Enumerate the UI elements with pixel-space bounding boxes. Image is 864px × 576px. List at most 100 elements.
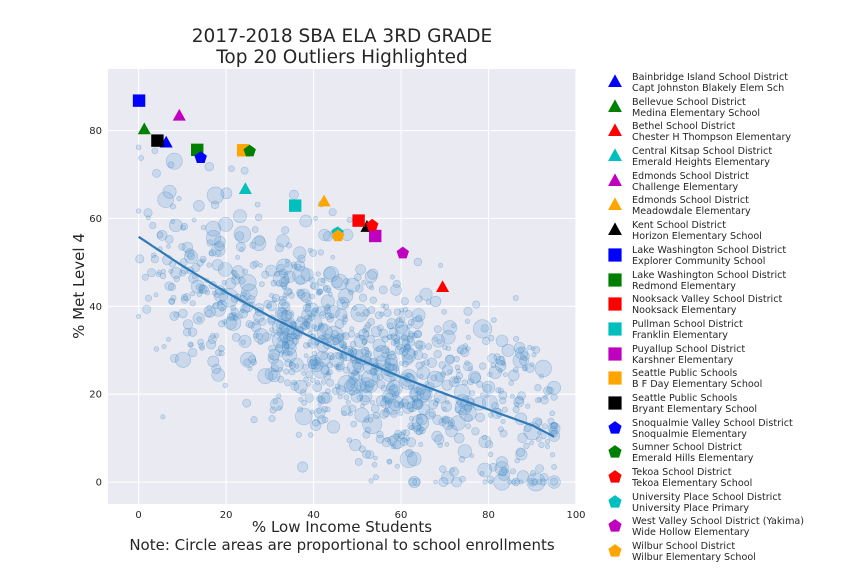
school-bubble <box>268 348 280 361</box>
school-bubble <box>457 344 468 355</box>
school-bubble <box>288 368 296 376</box>
school-bubble <box>240 308 245 314</box>
school-bubble <box>352 305 358 311</box>
school-bubble <box>242 398 252 408</box>
school-bubble <box>266 301 277 312</box>
school-bubble <box>249 241 257 249</box>
school-bubble <box>355 284 364 293</box>
school-bubble <box>314 407 326 419</box>
legend: Bainbridge Island School District Capt Jo… <box>606 70 862 564</box>
legend-marker-shape <box>608 74 622 87</box>
school-bubble <box>380 384 388 392</box>
school-bubble <box>285 242 292 249</box>
legend-marker-shape <box>608 544 622 557</box>
school-bubble <box>330 329 339 338</box>
pentagon-marker-icon <box>608 519 622 532</box>
school-bubble <box>165 152 183 170</box>
school-bubble <box>487 412 494 418</box>
school-bubble <box>528 477 537 487</box>
outlier-marker <box>243 144 256 157</box>
legend-school: Chester H Thompson Elementary <box>632 132 792 144</box>
school-bubble <box>282 285 288 291</box>
triangle-marker-icon <box>608 197 622 211</box>
school-bubble <box>326 315 334 323</box>
school-bubble <box>512 353 527 368</box>
school-bubble <box>240 290 251 302</box>
legend-marker-shape <box>608 346 622 361</box>
school-bubble <box>442 320 458 335</box>
school-bubble <box>462 408 468 414</box>
school-bubble <box>430 374 438 382</box>
school-bubble <box>472 300 481 309</box>
school-bubble <box>188 347 198 358</box>
school-bubble <box>331 386 340 395</box>
school-bubble <box>493 473 511 491</box>
school-bubble <box>511 477 521 487</box>
school-bubble <box>433 325 442 334</box>
school-bubble <box>453 432 465 444</box>
school-bubble <box>361 339 368 345</box>
school-bubble <box>516 470 530 483</box>
school-bubble <box>169 311 179 321</box>
school-bubble <box>238 334 252 348</box>
school-bubble <box>442 406 447 412</box>
legend-label: Pullman School District Franklin Elementa… <box>632 319 743 341</box>
school-bubble <box>381 335 389 343</box>
school-bubble <box>169 218 183 233</box>
legend-label: Kent School District Horizon Elementary S… <box>632 220 762 242</box>
school-bubble <box>439 465 447 473</box>
school-bubble <box>335 352 343 360</box>
school-bubble <box>231 270 238 276</box>
school-bubble <box>288 361 296 369</box>
school-bubble <box>210 200 220 210</box>
school-bubble <box>317 277 326 287</box>
school-bubble <box>512 406 520 414</box>
school-bubble <box>499 397 507 405</box>
school-bubble <box>380 345 390 355</box>
school-bubble <box>282 292 288 299</box>
plot-area <box>108 69 576 504</box>
outlier-marker <box>289 199 302 212</box>
legend-district: Tekoa School District <box>632 467 732 478</box>
school-bubble <box>313 307 319 313</box>
school-bubble <box>191 274 197 280</box>
school-bubble <box>268 344 276 353</box>
school-bubble <box>441 415 450 424</box>
school-bubble <box>198 284 206 291</box>
school-bubble <box>182 319 194 330</box>
school-bubble <box>167 161 175 169</box>
school-bubble <box>354 407 370 423</box>
legend-label: Bethel School District Chester H Thompson… <box>632 121 791 143</box>
school-bubble <box>160 414 166 420</box>
school-bubble <box>257 368 274 385</box>
school-bubble <box>228 165 235 172</box>
school-bubble <box>372 338 386 352</box>
school-bubble <box>484 393 490 399</box>
school-bubble <box>379 311 385 317</box>
school-bubble <box>320 278 326 283</box>
school-bubble <box>361 338 368 345</box>
school-bubble <box>534 384 542 392</box>
school-bubble <box>360 403 365 409</box>
school-bubble <box>447 419 453 425</box>
school-bubble <box>364 322 372 329</box>
school-bubble <box>330 334 337 340</box>
legend-district: Wilbur School District <box>632 541 736 553</box>
school-bubble <box>153 346 160 352</box>
school-bubble <box>500 466 508 474</box>
school-bubble <box>334 319 345 330</box>
school-bubble <box>336 385 347 396</box>
school-bubble <box>389 384 401 396</box>
legend-label: Puyallup School District Karshner Element… <box>632 344 745 366</box>
school-bubble <box>355 388 361 394</box>
school-bubble <box>367 318 376 326</box>
school-bubble <box>468 370 481 384</box>
school-bubble <box>254 213 263 222</box>
school-bubble <box>405 436 411 442</box>
school-bubble <box>483 383 492 393</box>
y-tick-label: 20 <box>89 390 102 401</box>
school-bubble <box>403 345 411 353</box>
school-bubble <box>518 347 524 354</box>
school-bubble <box>366 335 376 344</box>
school-bubble <box>168 260 177 268</box>
